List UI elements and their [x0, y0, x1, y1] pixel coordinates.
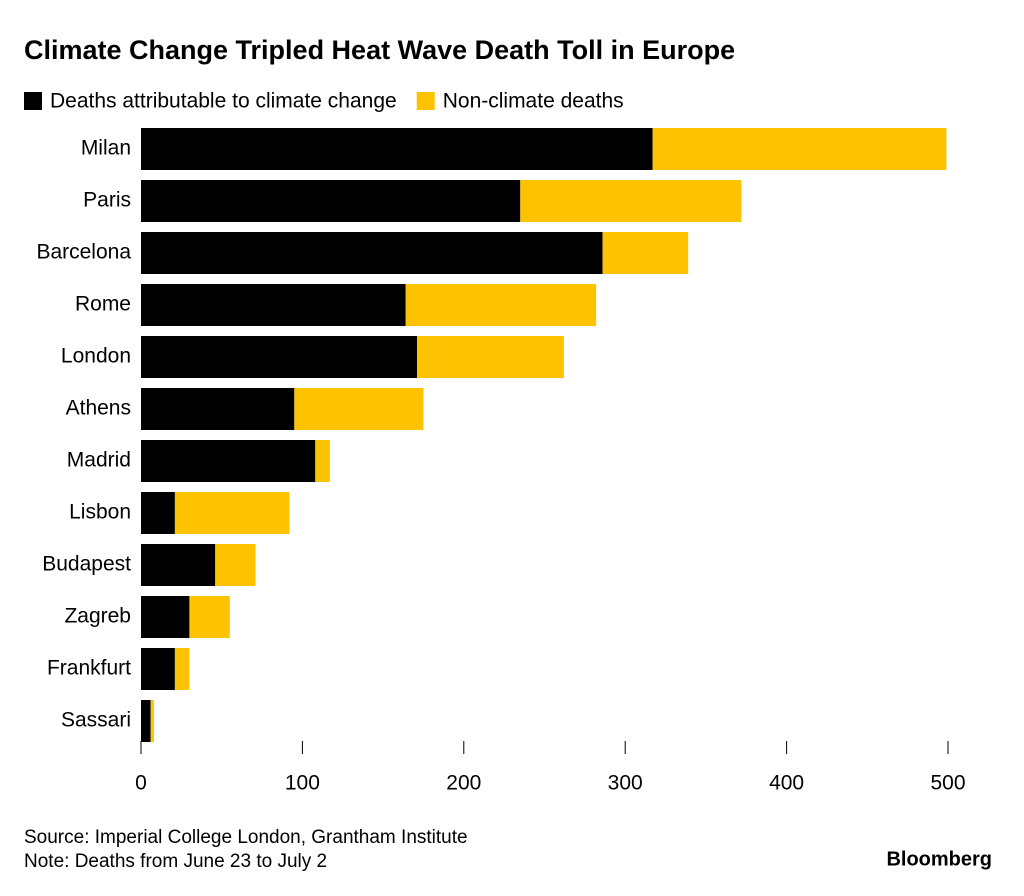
bar-segment: [189, 596, 230, 638]
y-tick-label: Zagreb: [64, 605, 131, 628]
bar-segment: [141, 232, 603, 274]
bar-segment: [141, 544, 216, 586]
bar-segment: [652, 128, 947, 170]
bar-segment: [141, 336, 417, 378]
y-tick-label: Barcelona: [36, 241, 131, 264]
bar-segment: [141, 388, 295, 430]
x-tick-label: 300: [608, 772, 643, 795]
y-tick-label: Lisbon: [69, 501, 131, 524]
x-tick-label: 400: [769, 772, 804, 795]
y-tick-label: Rome: [75, 293, 131, 316]
y-tick-label: Athens: [66, 397, 131, 420]
bar-segment: [141, 180, 521, 222]
y-tick-label: Frankfurt: [47, 657, 131, 680]
y-tick-label: Sassari: [61, 709, 131, 732]
x-tick-label: 0: [135, 772, 147, 795]
bar-segment: [416, 336, 564, 378]
legend-label: Deaths attributable to climate change: [50, 90, 397, 113]
y-tick-label: Madrid: [67, 449, 131, 472]
legend-label: Non-climate deaths: [443, 90, 624, 113]
x-tick-label: 500: [930, 772, 965, 795]
y-tick-label: Milan: [81, 137, 131, 160]
y-tick-label: London: [61, 345, 131, 368]
bar-segment: [141, 440, 316, 482]
bar-segment: [215, 544, 256, 586]
bar-segment: [141, 492, 175, 534]
brand: Bloomberg: [886, 848, 992, 870]
bar-segment: [294, 388, 424, 430]
legend-swatch: [24, 92, 42, 110]
note: Note: Deaths from June 23 to July 2: [24, 851, 327, 872]
chart-title: Climate Change Tripled Heat Wave Death T…: [24, 35, 735, 65]
bar-segment: [141, 700, 151, 742]
x-tick-label: 100: [285, 772, 320, 795]
bar-segment: [141, 128, 653, 170]
legend-swatch: [416, 92, 435, 110]
bar-segment: [150, 700, 154, 742]
bar-segment: [174, 648, 190, 690]
bar-segment: [174, 492, 290, 534]
y-tick-label: Budapest: [42, 553, 131, 576]
source: Source: Imperial College London, Grantha…: [24, 827, 468, 848]
bar-segment: [141, 648, 175, 690]
bar-segment: [602, 232, 689, 274]
bar-segment: [141, 284, 406, 326]
bar-segment: [141, 596, 190, 638]
bar-segment: [520, 180, 742, 222]
x-tick-label: 200: [446, 772, 481, 795]
y-tick-label: Paris: [83, 189, 131, 212]
bar-segment: [405, 284, 597, 326]
bar-segment: [315, 440, 330, 482]
